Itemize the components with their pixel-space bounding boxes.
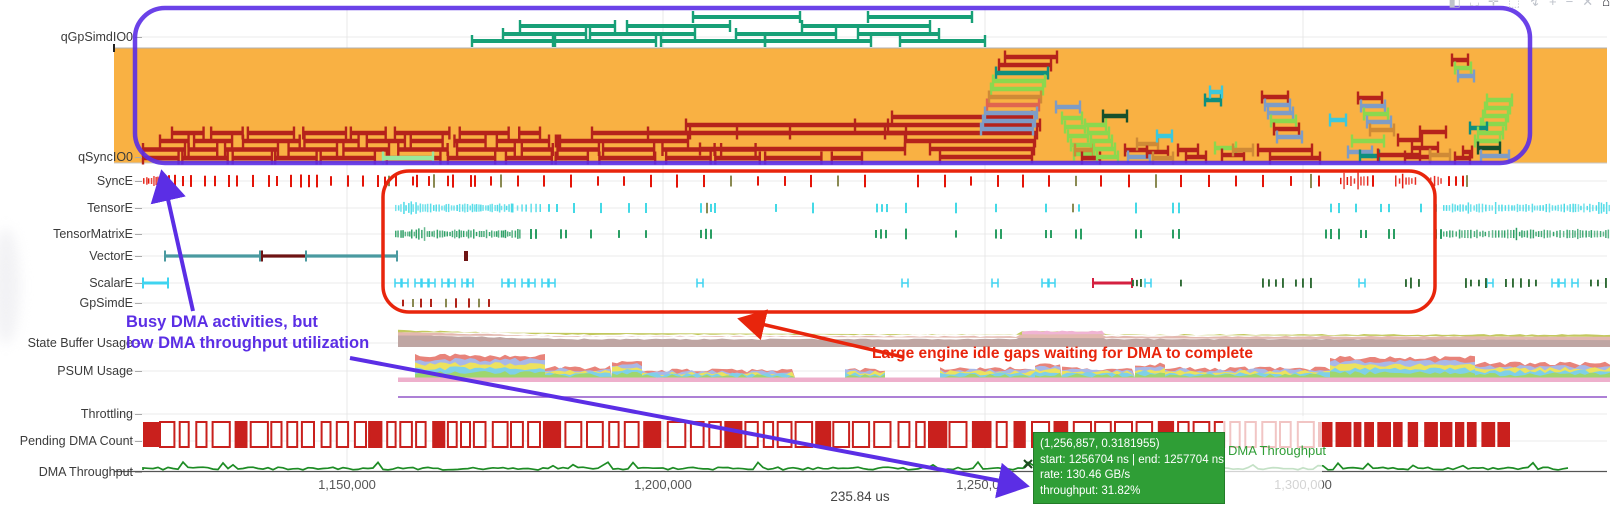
tooltip-range: start: 1256704 ns | end: 1257704 ns: [1040, 453, 1224, 466]
tensor-matrix-e-spans[interactable]: [395, 227, 1610, 241]
scalar-e-spans[interactable]: [142, 277, 1607, 289]
tooltip-point: (1,256,857, 0.3181955): [1040, 438, 1160, 450]
row-label-state-buffer-usage: State Buffer Usage: [27, 336, 133, 350]
gp-simd-e-spans[interactable]: [402, 298, 490, 308]
tooltip-rate: rate: 130.46 GB/s: [1040, 469, 1131, 481]
row-axis-tick: [135, 414, 142, 415]
row-axis-tick: [135, 37, 142, 38]
red-arrow: [737, 309, 904, 359]
purple-annotation-box: [132, 5, 1533, 166]
lasso-select-icon[interactable]: ↯: [1529, 0, 1541, 9]
row-label-synce: SyncE: [96, 174, 133, 188]
row-label-pending-dma-count: Pending DMA Count: [19, 434, 133, 448]
annotation-busy-dma-line2: low DMA throughput utilization: [126, 334, 370, 352]
row-axis-tick: [135, 303, 142, 304]
row-label-tensore: TensorE: [87, 201, 133, 215]
row-axis-tick: [135, 181, 142, 182]
qsyncio0-band[interactable]: [113, 44, 1607, 164]
row-axis-tick: [135, 472, 142, 473]
row-label-gpsimde: GpSimdE: [79, 296, 134, 310]
qsyncio0-spans[interactable]: [141, 50, 1514, 165]
annotation-busy-dma-line1: Busy DMA activities, but: [126, 313, 318, 331]
qgpsimdio0-spans[interactable]: [470, 11, 987, 47]
purple-arrow-up: [150, 169, 195, 312]
autoscale-icon[interactable]: ✕: [1582, 0, 1594, 9]
row-label-scalare: ScalarE: [89, 276, 133, 290]
row-label-dma-throughput: DMA Throughput: [38, 465, 133, 479]
purple-arrow-to-tooltip: [349, 356, 1030, 499]
psum-area[interactable]: [398, 353, 1610, 398]
reset-axes-icon[interactable]: ⌂: [1602, 0, 1610, 9]
hover-fade-overlay: [1223, 416, 1322, 492]
row-label-throttling: Throttling: [80, 407, 133, 421]
row-axis-tick: [135, 234, 142, 235]
pan-icon[interactable]: ✛: [1487, 0, 1499, 9]
row-axis-tick: [135, 256, 142, 257]
row-label-vectore: VectorE: [89, 249, 133, 263]
dma-throughput-line[interactable]: [142, 460, 1569, 471]
plot-toolbar[interactable]: ◧ ⛶ ✛ ⬚ ↯ + − ✕ ⌂: [1440, 0, 1610, 9]
row-axis-tick: [135, 343, 142, 344]
row-axis-tick: [135, 283, 142, 284]
zoom-out-icon[interactable]: −: [1565, 0, 1574, 9]
camera-icon[interactable]: ◧: [1448, 0, 1461, 9]
state-buffer-area[interactable]: [398, 329, 1610, 347]
annotation-busy-dma: Busy DMA activities, but low DMA through…: [126, 312, 369, 354]
pending-dma-bars[interactable]: [143, 421, 1510, 448]
screen-glare: [0, 228, 20, 344]
row-axis-tick: [135, 157, 142, 158]
row-label-qgpsimdio0: qGpSimdIO0: [60, 30, 133, 44]
x-tick-label: 1,200,000: [634, 477, 692, 492]
row-label-tensormatrixe: TensorMatrixE: [53, 227, 133, 241]
annotation-idle-gaps: Large engine idle gaps waiting for DMA t…: [872, 345, 1253, 362]
x-tick-label: 1,150,000: [318, 477, 376, 492]
box-select-icon[interactable]: ⬚: [1507, 0, 1521, 9]
red-annotation-box: [381, 169, 1437, 314]
row-axis-tick: [135, 371, 142, 372]
row-axis-tick: [135, 441, 142, 442]
row-label-psum-usage: PSUM Usage: [57, 364, 133, 378]
hover-tooltip: (1,256,857, 0.3181955) start: 1256704 ns…: [1033, 432, 1225, 504]
tooltip-throughput: throughput: 31.82%: [1040, 484, 1141, 497]
row-axis-tick: [135, 208, 142, 209]
x-axis-title: 235.84 us: [830, 489, 890, 504]
zoom-icon[interactable]: ⛶: [1469, 0, 1479, 9]
row-label-qsyncio0: qSyncIO0: [78, 150, 133, 164]
trace-hover-label: DMA Throughput: [1228, 443, 1327, 458]
zoom-in-icon[interactable]: +: [1549, 0, 1557, 9]
